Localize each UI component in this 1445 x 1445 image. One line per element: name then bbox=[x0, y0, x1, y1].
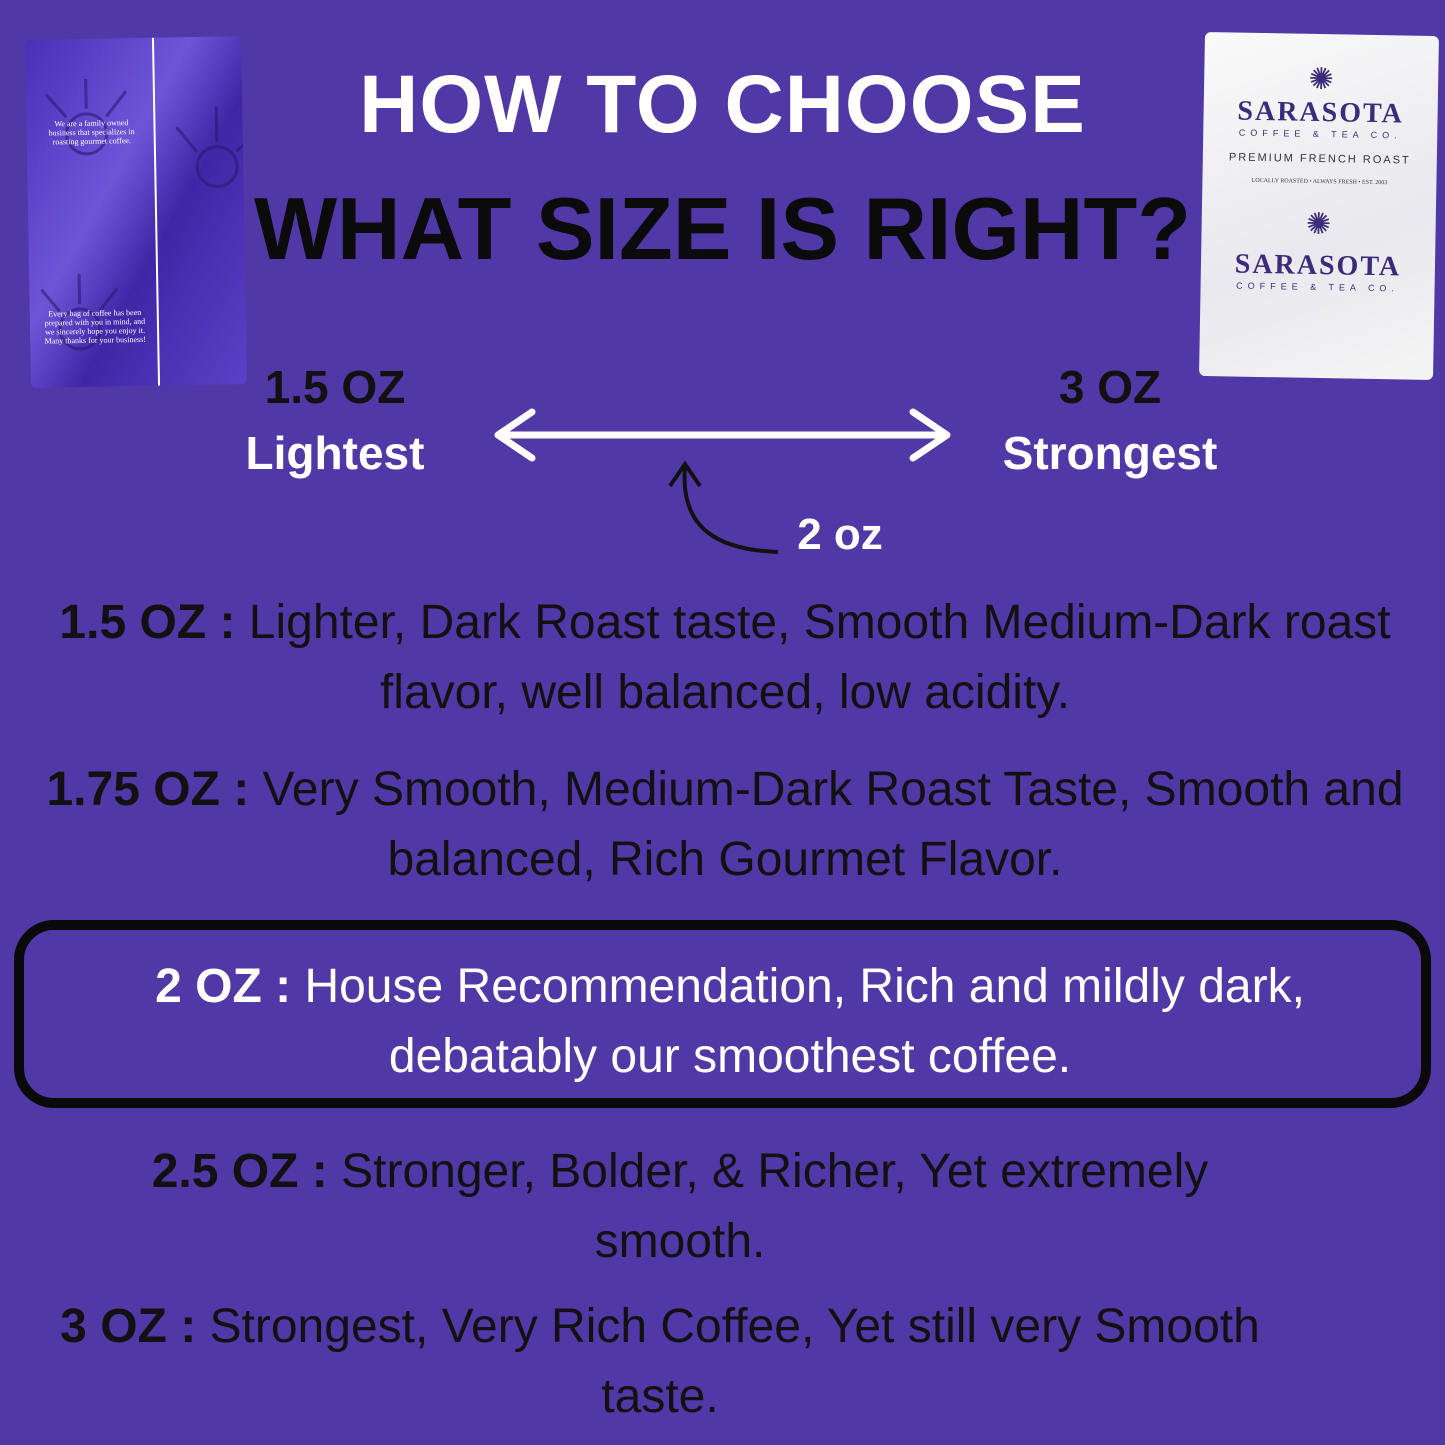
size-item-3oz: 3 OZ : Strongest, Very Rich Coffee, Yet … bbox=[60, 1292, 1260, 1432]
size-label: 2 OZ : bbox=[155, 960, 292, 1013]
headline-line-1: HOW TO CHOOSE bbox=[359, 59, 1086, 150]
scale-marker-2oz: 2 oz bbox=[797, 510, 883, 559]
size-label: 3 OZ : bbox=[60, 1300, 197, 1353]
scale-right: 3 OZ Strongest bbox=[970, 360, 1250, 480]
bag-roast: PREMIUM FRENCH ROAST bbox=[1228, 151, 1411, 167]
scale-right-oz: 3 OZ bbox=[1058, 361, 1162, 413]
size-label: 1.5 OZ : bbox=[59, 596, 236, 649]
size-description: Very Smooth, Medium-Dark Roast Taste, Sm… bbox=[249, 763, 1404, 886]
size-label: 1.75 OZ : bbox=[46, 763, 250, 816]
double-arrow-icon bbox=[494, 408, 951, 554]
scale-left-oz: 1.5 OZ bbox=[264, 361, 406, 413]
size-item-2oz: 2 OZ : House Recommendation, Rich and mi… bbox=[50, 952, 1410, 1092]
size-description: Lighter, Dark Roast taste, Smooth Medium… bbox=[235, 596, 1391, 719]
size-item-1-75oz: 1.75 OZ : Very Smooth, Medium-Dark Roast… bbox=[40, 755, 1410, 895]
scale-left: 1.5 OZ Lightest bbox=[200, 360, 470, 480]
scale-left-label: Lightest bbox=[245, 427, 425, 479]
headline-line-2: WHAT SIZE IS RIGHT? bbox=[254, 179, 1191, 278]
size-label: 2.5 OZ : bbox=[151, 1145, 328, 1198]
size-item-2-5oz: 2.5 OZ : Stronger, Bolder, & Richer, Yet… bbox=[60, 1137, 1300, 1277]
size-description: Strongest, Very Rich Coffee, Yet still v… bbox=[196, 1300, 1260, 1423]
bag-back-text-2: Every bag of coffee has been prepared wi… bbox=[44, 307, 146, 346]
scale-right-label: Strongest bbox=[1002, 427, 1218, 479]
highlight-box bbox=[14, 920, 1431, 1108]
size-description: House Recommendation, Rich and mildly da… bbox=[291, 960, 1305, 1083]
size-item-1-5oz: 1.5 OZ : Lighter, Dark Roast taste, Smoo… bbox=[40, 588, 1410, 728]
size-description: Stronger, Bolder, & Richer, Yet extremel… bbox=[327, 1145, 1209, 1268]
